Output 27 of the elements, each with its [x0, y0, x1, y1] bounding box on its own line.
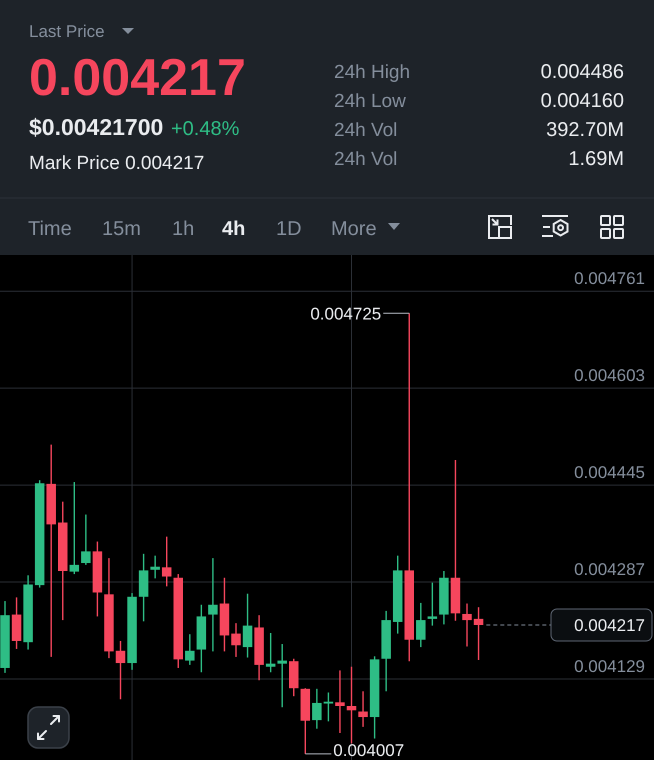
text: 24h High [334, 62, 410, 83]
text: +0.48% [171, 118, 240, 140]
y-tick-label: 0.004761 [574, 269, 645, 288]
text: 1D [276, 218, 302, 240]
text: 24h Vol [334, 120, 398, 141]
text: 0.004160 [540, 90, 624, 112]
annotation: 0.004725 [310, 304, 382, 324]
y-tick-label: 0.004603 [574, 366, 645, 386]
text: 24h Vol [334, 149, 398, 170]
text: 4h [222, 218, 246, 240]
text: Time [28, 218, 72, 240]
text: 24h Low [334, 91, 406, 112]
text: More [331, 218, 377, 240]
text: 15m [102, 218, 141, 240]
y-tick-label: 0.004129 [574, 657, 645, 676]
text: 392.70M [546, 119, 624, 141]
text: $0.00421700 [29, 114, 164, 140]
text: 0.004217 [29, 49, 246, 107]
text: Mark Price 0.004217 [29, 153, 204, 174]
annotation: 0.004007 [333, 741, 404, 760]
text: 1h [172, 218, 194, 240]
text: 1.69M [568, 148, 624, 170]
text: 0.004486 [540, 61, 624, 83]
y-tick-label: 0.004445 [574, 463, 645, 482]
y-tick-label: 0.004287 [574, 560, 645, 580]
ref-line-label: 0.004217 [574, 616, 645, 636]
text: Last Price [29, 22, 105, 41]
